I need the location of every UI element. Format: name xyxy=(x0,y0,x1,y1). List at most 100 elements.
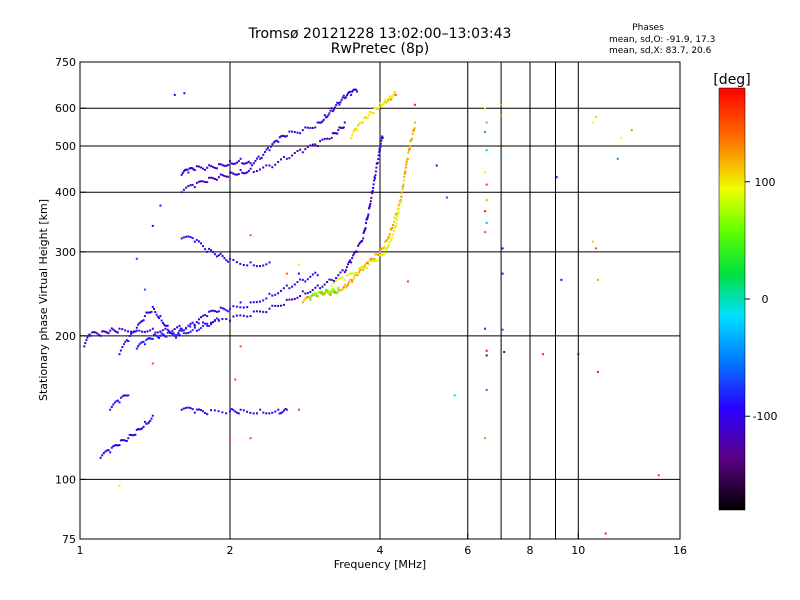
data-point xyxy=(175,336,177,339)
data-point xyxy=(316,295,319,298)
data-point xyxy=(246,306,249,309)
data-point xyxy=(116,399,119,402)
data-point xyxy=(177,332,180,335)
data-point xyxy=(277,304,280,307)
data-point xyxy=(180,329,183,332)
data-point xyxy=(149,329,152,332)
data-point xyxy=(320,292,323,295)
data-point xyxy=(242,409,245,412)
data-point xyxy=(332,279,335,282)
data-point xyxy=(153,308,156,310)
data-point xyxy=(343,283,346,286)
data-point xyxy=(229,437,231,440)
data-point xyxy=(112,445,115,448)
data-point xyxy=(227,164,230,167)
data-point xyxy=(345,94,348,97)
data-point xyxy=(360,266,363,269)
data-point xyxy=(210,176,213,179)
data-point xyxy=(435,164,438,167)
data-point xyxy=(355,127,358,130)
data-point xyxy=(365,221,367,224)
data-point xyxy=(247,169,250,172)
data-point xyxy=(304,292,307,295)
data-point xyxy=(336,291,339,294)
data-point xyxy=(304,148,307,151)
data-point xyxy=(235,261,238,264)
data-point xyxy=(321,138,324,141)
data-point xyxy=(84,342,87,345)
data-point xyxy=(393,91,396,94)
data-point xyxy=(323,292,326,295)
data-point xyxy=(124,394,127,397)
data-point xyxy=(319,290,322,293)
data-point xyxy=(386,247,389,250)
data-point xyxy=(214,310,216,313)
data-point xyxy=(331,290,334,293)
data-point xyxy=(242,172,245,175)
data-point xyxy=(293,131,296,134)
data-point xyxy=(309,297,312,299)
data-point xyxy=(296,150,299,152)
data-point xyxy=(172,332,175,335)
data-point xyxy=(173,93,176,96)
data-point xyxy=(232,305,235,308)
data-point xyxy=(147,311,150,314)
data-point xyxy=(352,278,355,281)
data-point xyxy=(372,187,375,189)
data-point xyxy=(382,103,385,105)
data-point xyxy=(353,129,356,132)
data-point xyxy=(202,180,205,183)
y-tick-label: 600 xyxy=(55,102,76,115)
data-point xyxy=(210,249,213,252)
data-point xyxy=(284,408,287,410)
data-point xyxy=(198,165,200,168)
data-point xyxy=(388,241,391,243)
data-point xyxy=(407,152,410,154)
data-point xyxy=(342,94,345,97)
data-point xyxy=(150,417,153,420)
data-point xyxy=(327,114,330,117)
data-point xyxy=(239,157,242,160)
grid-lines xyxy=(80,62,680,539)
data-point xyxy=(311,143,314,146)
data-point xyxy=(299,278,302,281)
data-point xyxy=(338,126,341,129)
data-point xyxy=(132,434,135,437)
data-point xyxy=(274,410,277,413)
data-points xyxy=(83,88,660,535)
data-point xyxy=(293,152,296,154)
data-point xyxy=(396,215,399,218)
data-point xyxy=(189,325,192,328)
data-point xyxy=(339,101,342,104)
data-point xyxy=(221,255,224,257)
data-point xyxy=(331,110,334,113)
data-point xyxy=(92,331,95,334)
data-point xyxy=(397,213,400,215)
data-point xyxy=(150,310,153,313)
data-point xyxy=(362,231,365,234)
data-point xyxy=(356,129,359,132)
data-point xyxy=(407,150,410,153)
data-point xyxy=(255,170,258,172)
data-point xyxy=(185,235,188,238)
data-point xyxy=(265,263,268,266)
data-point xyxy=(124,439,127,442)
data-point xyxy=(334,290,336,293)
data-point xyxy=(135,326,138,329)
data-point xyxy=(256,412,258,415)
data-point xyxy=(371,190,374,192)
data-point xyxy=(135,347,138,350)
data-point xyxy=(159,204,162,207)
data-point xyxy=(149,311,152,314)
data-point xyxy=(319,287,322,290)
data-point xyxy=(301,290,304,293)
data-point xyxy=(193,186,196,189)
data-point xyxy=(268,292,271,295)
data-point xyxy=(204,314,207,316)
data-point xyxy=(221,164,224,167)
data-point xyxy=(195,165,198,168)
data-point xyxy=(221,174,224,177)
data-point xyxy=(265,297,268,300)
data-point xyxy=(352,272,355,275)
data-point xyxy=(118,444,121,447)
